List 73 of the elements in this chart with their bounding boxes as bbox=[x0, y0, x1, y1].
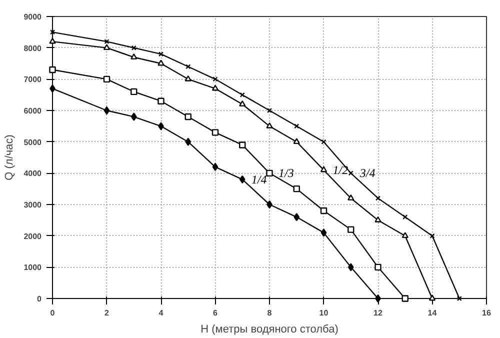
y-tick-label: 2000 bbox=[24, 232, 42, 241]
x-tick-label: 10 bbox=[319, 308, 329, 318]
x-tick-label: 16 bbox=[482, 308, 492, 318]
point bbox=[240, 92, 245, 98]
point bbox=[130, 88, 138, 96]
point bbox=[293, 138, 300, 144]
x-tick-label: 14 bbox=[428, 308, 438, 318]
point bbox=[430, 233, 435, 238]
point bbox=[104, 106, 110, 115]
x-tick-label: 4 bbox=[158, 308, 164, 318]
point bbox=[158, 122, 164, 130]
point bbox=[266, 170, 273, 177]
point bbox=[158, 98, 164, 104]
y-tick-label: 8000 bbox=[24, 44, 42, 53]
point bbox=[158, 52, 164, 57]
point bbox=[266, 122, 273, 128]
point bbox=[184, 75, 192, 82]
point bbox=[402, 295, 408, 302]
point bbox=[186, 64, 191, 70]
y-tick-label: 9000 bbox=[24, 12, 42, 22]
point bbox=[130, 53, 138, 60]
point bbox=[375, 196, 381, 201]
point bbox=[131, 45, 136, 50]
point bbox=[321, 139, 326, 144]
point bbox=[320, 207, 328, 214]
x-tick-label: 0 bbox=[50, 308, 56, 318]
point bbox=[103, 76, 110, 83]
y-tick-label: 1000 bbox=[24, 263, 42, 272]
point bbox=[185, 138, 192, 146]
point bbox=[239, 142, 246, 148]
series-label: 1/4 bbox=[251, 172, 267, 186]
x-tick-label: 2 bbox=[104, 308, 110, 318]
series-label: 1/3 bbox=[278, 166, 294, 180]
series-label: 3/4 bbox=[358, 166, 376, 180]
point bbox=[402, 232, 408, 238]
point bbox=[348, 194, 354, 200]
point bbox=[104, 39, 110, 44]
series-label: 1/2 bbox=[332, 163, 348, 178]
point bbox=[212, 76, 218, 82]
point bbox=[294, 124, 300, 129]
y-tick-label: 6000 bbox=[24, 106, 42, 116]
x-tick-label: 12 bbox=[374, 308, 383, 318]
x-axis-title: H (метры водяного столба) bbox=[200, 324, 338, 336]
point bbox=[212, 84, 219, 91]
point bbox=[49, 66, 56, 74]
point bbox=[320, 166, 328, 172]
y-tick-label: 0 bbox=[37, 294, 42, 304]
point bbox=[348, 226, 354, 233]
point bbox=[158, 60, 164, 66]
point bbox=[293, 185, 300, 192]
point bbox=[374, 264, 382, 271]
y-tick-label: 5000 bbox=[24, 138, 42, 147]
point bbox=[428, 294, 436, 301]
point bbox=[348, 263, 354, 272]
point bbox=[402, 214, 408, 220]
point bbox=[239, 100, 246, 106]
point bbox=[374, 216, 382, 222]
y-tick-label: 7000 bbox=[24, 75, 42, 84]
point bbox=[239, 175, 246, 184]
point bbox=[212, 162, 218, 171]
point bbox=[212, 129, 219, 136]
y-tick-label: 4000 bbox=[24, 169, 42, 178]
y-tick-label: 3000 bbox=[24, 200, 42, 210]
point bbox=[266, 108, 272, 114]
point bbox=[294, 212, 300, 222]
y-axis-title: Q (л/час) bbox=[4, 134, 16, 180]
point bbox=[130, 112, 137, 121]
point bbox=[320, 228, 327, 237]
x-tick-label: 8 bbox=[267, 308, 272, 318]
point bbox=[103, 44, 110, 50]
point bbox=[348, 170, 354, 176]
point bbox=[184, 113, 192, 120]
x-tick-label: 6 bbox=[213, 308, 218, 318]
